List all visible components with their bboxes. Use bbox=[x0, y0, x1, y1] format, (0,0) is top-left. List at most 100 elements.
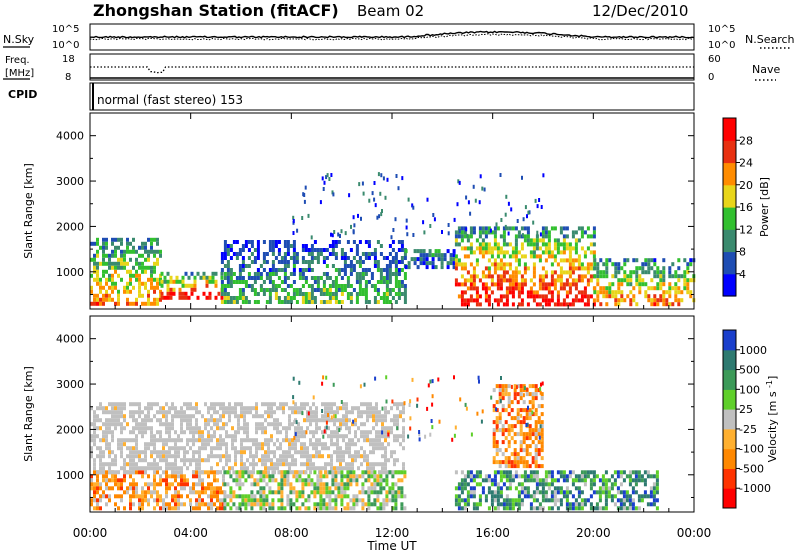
heatmap-cell bbox=[355, 482, 359, 487]
heatmap-cell bbox=[159, 249, 162, 254]
heatmap-cell bbox=[300, 450, 303, 455]
heatmap-cell bbox=[604, 486, 608, 491]
heatmap-cell bbox=[431, 257, 435, 262]
heatmap-cell bbox=[280, 288, 284, 292]
heatmap-cell bbox=[535, 294, 539, 299]
heatmap-cell bbox=[686, 282, 690, 287]
heatmap-cell bbox=[208, 279, 212, 284]
heatmap-cell bbox=[256, 256, 260, 260]
heatmap-cell bbox=[322, 486, 326, 491]
heatmap-cell bbox=[379, 470, 383, 475]
colorbar-tick-label: -500 bbox=[739, 462, 764, 475]
heatmap-cell bbox=[580, 478, 584, 483]
heatmap-cell bbox=[367, 494, 371, 499]
heatmap-cell bbox=[207, 470, 210, 475]
heatmap-cell bbox=[372, 406, 375, 411]
heatmap-cell bbox=[282, 438, 285, 443]
heatmap-cell bbox=[265, 474, 269, 479]
heatmap-cell bbox=[510, 428, 514, 433]
heatmap-cell bbox=[352, 215, 355, 220]
heatmap-cell bbox=[319, 252, 323, 256]
heatmap-cell bbox=[144, 245, 147, 250]
heatmap-cell bbox=[195, 462, 198, 467]
heatmap-cell bbox=[202, 291, 206, 296]
heatmap-cell bbox=[668, 274, 672, 279]
heatmap-cell bbox=[484, 242, 488, 247]
heatmap-cell bbox=[376, 292, 380, 296]
heatmap-cell bbox=[202, 271, 206, 276]
heatmap-cell bbox=[504, 212, 507, 217]
heatmap-cell bbox=[241, 268, 245, 272]
heatmap-cell bbox=[425, 253, 429, 258]
heatmap-cell bbox=[355, 260, 359, 264]
heatmap-cell bbox=[162, 438, 165, 443]
heatmap-cell bbox=[321, 176, 324, 181]
heatmap-cell bbox=[400, 494, 404, 499]
heatmap-cell bbox=[598, 498, 602, 503]
heatmap-cell bbox=[305, 430, 308, 435]
heatmap-cell bbox=[313, 256, 317, 260]
heatmap-cell bbox=[126, 490, 129, 495]
heatmap-cell bbox=[105, 434, 108, 439]
heatmap-cell bbox=[568, 242, 572, 247]
heatmap-cell bbox=[315, 450, 318, 455]
heatmap-cell bbox=[631, 490, 635, 495]
heatmap-cell bbox=[304, 478, 308, 483]
heatmap-cell bbox=[629, 302, 633, 307]
heatmap-cell bbox=[219, 402, 222, 407]
heatmap-cell bbox=[256, 248, 260, 252]
heatmap-cell bbox=[255, 402, 258, 407]
heatmap-cell bbox=[141, 410, 144, 415]
heatmap-cell bbox=[496, 274, 500, 279]
heatmap-cell bbox=[117, 442, 120, 447]
heatmap-cell bbox=[346, 256, 350, 260]
heatmap-cell bbox=[583, 286, 587, 291]
heatmap-cell bbox=[393, 450, 396, 455]
heatmap-cell bbox=[219, 406, 222, 411]
heatmap-cell bbox=[550, 498, 554, 503]
heatmap-cell bbox=[249, 450, 252, 455]
heatmap-cell bbox=[229, 244, 233, 248]
heatmap-cell bbox=[321, 430, 324, 435]
heatmap-cell bbox=[105, 410, 108, 415]
heatmap-cell bbox=[126, 486, 129, 491]
heatmap-cell bbox=[334, 268, 338, 272]
heatmap-cell bbox=[169, 279, 173, 284]
heatmap-cell bbox=[419, 257, 423, 262]
heatmap-cell bbox=[437, 257, 441, 262]
heatmap-cell bbox=[502, 266, 506, 271]
heatmap-cell bbox=[592, 226, 596, 231]
heatmap-cell bbox=[180, 466, 183, 471]
heatmap-cell bbox=[253, 498, 257, 503]
heatmap-cell bbox=[246, 422, 249, 427]
heatmap-cell bbox=[478, 250, 482, 255]
heatmap-cell bbox=[534, 444, 538, 449]
heatmap-cell bbox=[472, 270, 476, 275]
heatmap-cell bbox=[304, 276, 308, 280]
heatmap-cell bbox=[222, 442, 225, 447]
heatmap-cell bbox=[337, 268, 341, 272]
heatmap-cell bbox=[333, 422, 336, 427]
heatmap-cell bbox=[559, 250, 563, 255]
heatmap-cell bbox=[301, 490, 305, 495]
heatmap-cell bbox=[96, 253, 99, 258]
heatmap-cell bbox=[331, 482, 335, 487]
heatmap-cell bbox=[559, 226, 563, 231]
heatmap-cell bbox=[247, 502, 251, 507]
heatmap-cell bbox=[668, 302, 672, 307]
heatmap-cell bbox=[373, 264, 377, 268]
heatmap-cell bbox=[144, 257, 147, 262]
heatmap-cell bbox=[504, 464, 508, 469]
heatmap-cell bbox=[328, 177, 331, 181]
heatmap-cell bbox=[273, 450, 276, 455]
heatmap-cell bbox=[613, 494, 617, 499]
heatmap-cell bbox=[298, 272, 302, 276]
heatmap-cell bbox=[508, 478, 512, 483]
heatmap-cell bbox=[304, 506, 308, 511]
heatmap-cell bbox=[541, 234, 545, 239]
heatmap-cell bbox=[350, 224, 352, 229]
heatmap-cell bbox=[226, 244, 230, 248]
heatmap-cell bbox=[168, 454, 171, 459]
heatmap-cell bbox=[283, 240, 287, 244]
